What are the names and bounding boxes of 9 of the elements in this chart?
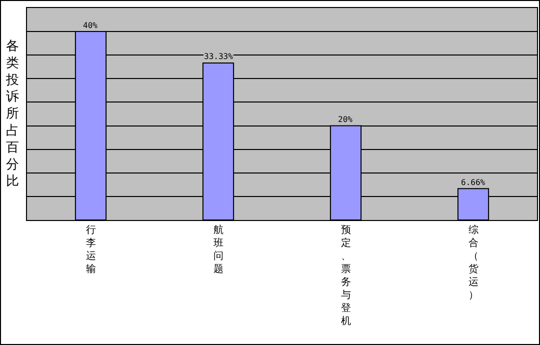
data-label: 33.33% bbox=[204, 52, 234, 61]
data-label: 20% bbox=[338, 115, 353, 124]
x-tick-label: 综合（货运） bbox=[468, 224, 478, 301]
x-tick-label: 行李运输 bbox=[86, 225, 96, 275]
x-tick-label: 预定、票务与登机 bbox=[340, 225, 351, 327]
text: 各类投诉所占百分比 bbox=[6, 39, 19, 190]
data-label: 40% bbox=[83, 21, 98, 30]
x-tick-label: 航班问题 bbox=[213, 224, 224, 275]
data-label: 6.66% bbox=[461, 178, 486, 187]
